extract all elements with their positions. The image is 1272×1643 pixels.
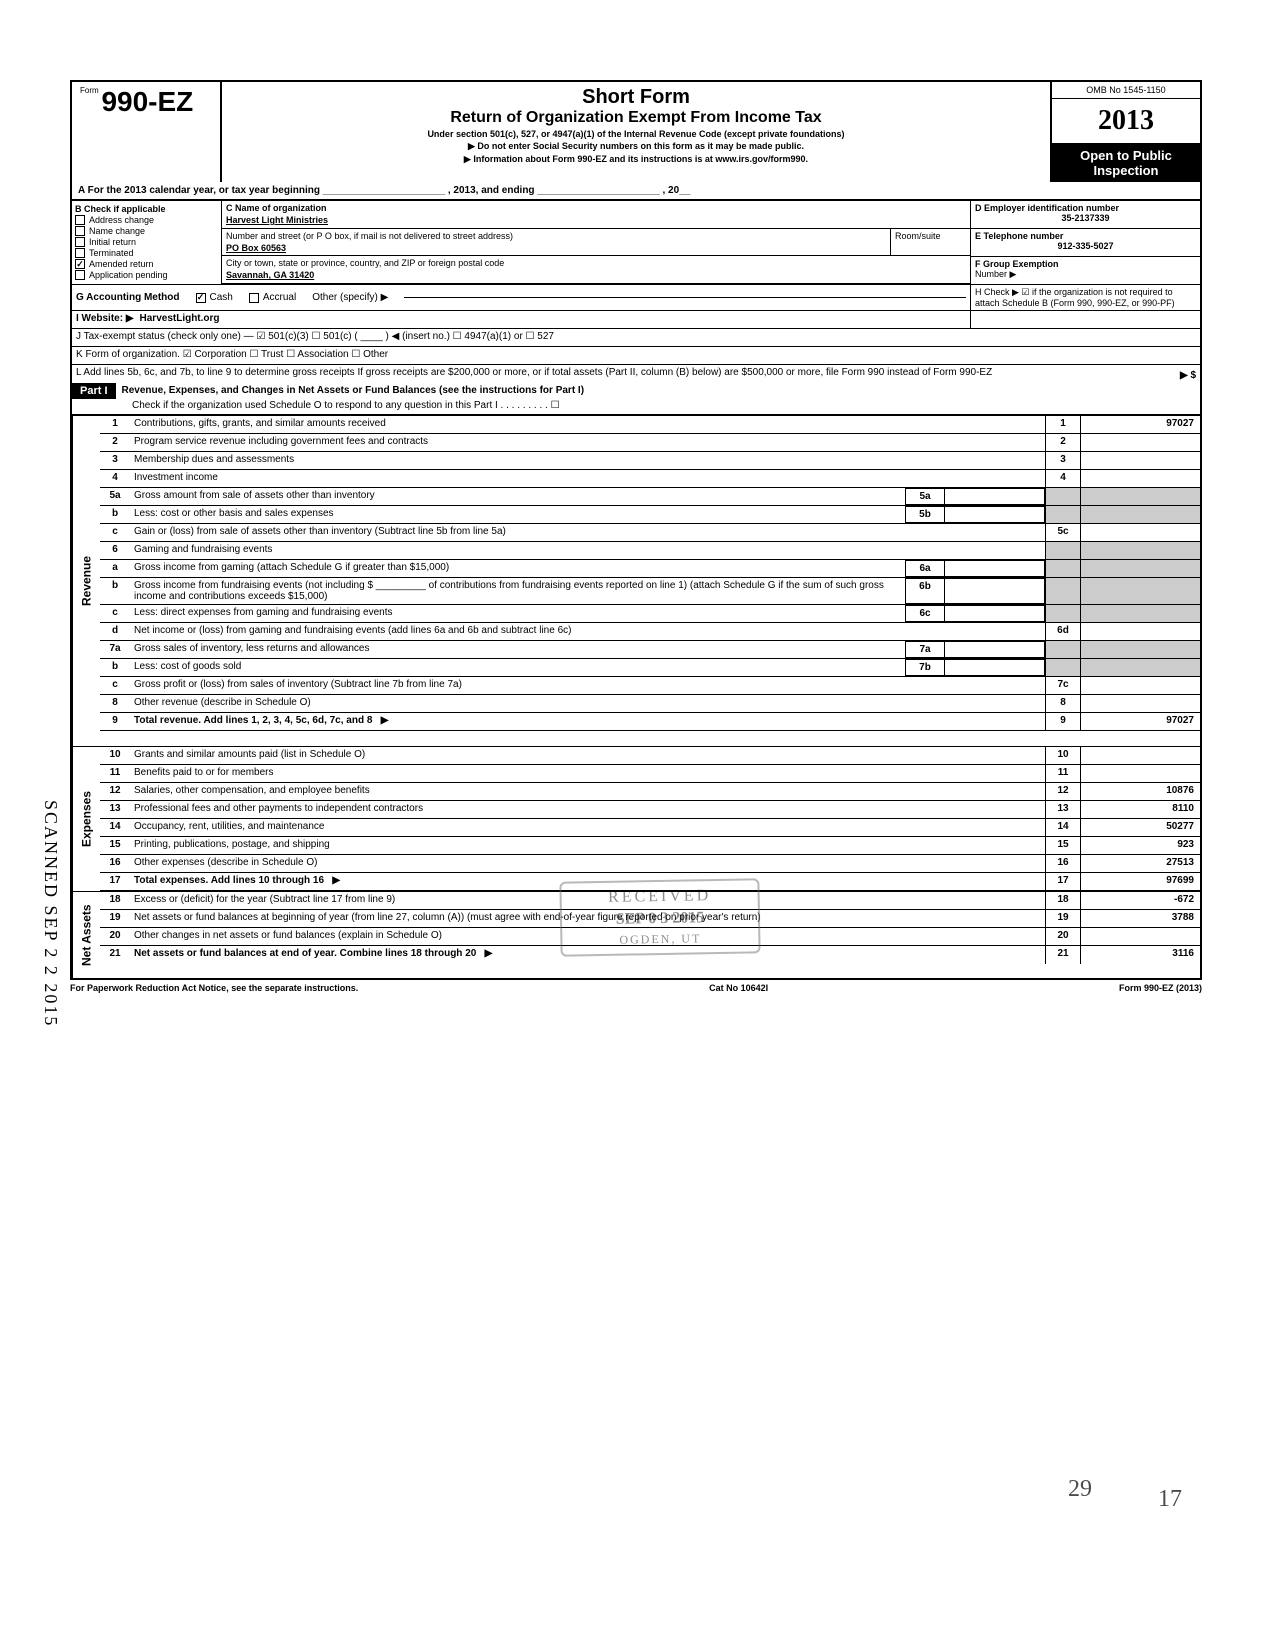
form-number-box: Form 990-EZ — [72, 82, 222, 182]
table-row: 10Grants and similar amounts paid (list … — [100, 747, 1200, 765]
section-def: D Employer identification number 35-2137… — [970, 201, 1200, 284]
table-row: 6Gaming and fundraising events — [100, 542, 1200, 560]
table-row: 14Occupancy, rent, utilities, and mainte… — [100, 819, 1200, 837]
table-row: 5aGross amount from sale of assets other… — [100, 488, 1200, 506]
line-j: J Tax-exempt status (check only one) — ☑… — [72, 329, 1200, 346]
table-row: 2Program service revenue including gover… — [100, 434, 1200, 452]
line-g-label: G Accounting Method — [76, 292, 180, 303]
table-row: 8Other revenue (describe in Schedule O)8 — [100, 695, 1200, 713]
line-h: H Check ▶ ☑ if the organization is not r… — [970, 285, 1200, 310]
website: HarvestLight.org — [140, 313, 220, 326]
form-footer: For Paperwork Reduction Act Notice, see … — [70, 980, 1202, 996]
section-c: C Name of organization Harvest Light Min… — [222, 201, 970, 284]
entity-info-grid: B Check if applicable Address changeName… — [70, 201, 1202, 284]
table-row: 12Salaries, other compensation, and empl… — [100, 783, 1200, 801]
checkbox-amended-return[interactable]: ✓Amended return — [75, 259, 218, 269]
revenue-side-label: Revenue — [72, 416, 100, 746]
checkbox-terminated[interactable]: Terminated — [75, 248, 218, 258]
handwriting-2: 17 — [1158, 1486, 1182, 1513]
table-row: bLess: cost of goods sold7b — [100, 659, 1200, 677]
table-row: 16Other expenses (describe in Schedule O… — [100, 855, 1200, 873]
table-row: cGross profit or (loss) from sales of in… — [100, 677, 1200, 695]
ssn-note: ▶ Do not enter Social Security numbers o… — [226, 141, 1046, 152]
info-note: ▶ Information about Form 990-EZ and its … — [226, 154, 1046, 165]
table-row: aGross income from gaming (attach Schedu… — [100, 560, 1200, 578]
ein: 35-2137339 — [975, 213, 1196, 223]
year-box: OMB No 1545-1150 2013 Open to Public Ins… — [1050, 82, 1200, 182]
line-i-label: I Website: ▶ — [76, 313, 134, 326]
netassets-side-label: Net Assets — [72, 892, 100, 978]
checkbox-address-change[interactable]: Address change — [75, 215, 218, 225]
form-title-box: Short Form Return of Organization Exempt… — [222, 82, 1050, 182]
org-name: Harvest Light Ministries — [226, 215, 966, 225]
form-title: Short Form — [226, 86, 1046, 109]
open-to-public: Open to Public Inspection — [1052, 144, 1200, 182]
handwriting-1: 29 — [1068, 1476, 1092, 1503]
line-l: L Add lines 5b, 6c, and 7b, to line 9 to… — [72, 365, 1100, 383]
table-row: 11Benefits paid to or for members11 — [100, 765, 1200, 783]
room-suite: Room/suite — [890, 229, 970, 255]
table-row: 15Printing, publications, postage, and s… — [100, 837, 1200, 855]
form-subtitle: Return of Organization Exempt From Incom… — [226, 109, 1046, 127]
part-i-header: Part I Revenue, Expenses, and Changes in… — [70, 383, 1202, 416]
table-row: cLess: direct expenses from gaming and f… — [100, 605, 1200, 623]
table-row: 13Professional fees and other payments t… — [100, 801, 1200, 819]
table-row: dNet income or (loss) from gaming and fu… — [100, 623, 1200, 641]
tax-year: 2013 — [1052, 99, 1200, 144]
accrual-checkbox[interactable] — [249, 293, 259, 303]
checkbox-initial-return[interactable]: Initial return — [75, 237, 218, 247]
lines-g-to-l: G Accounting Method ✓Cash Accrual Other … — [70, 284, 1202, 383]
checkbox-application-pending[interactable]: Application pending — [75, 270, 218, 280]
city-state-zip: Savannah, GA 31420 — [226, 270, 966, 280]
table-row: 4Investment income4 — [100, 470, 1200, 488]
table-row: bLess: cost or other basis and sales exp… — [100, 506, 1200, 524]
form-header: Form 990-EZ Short Form Return of Organiz… — [70, 80, 1202, 182]
telephone: 912-335-5027 — [975, 241, 1196, 251]
street-address: PO Box 60563 — [226, 243, 886, 253]
checkbox-name-change[interactable]: Name change — [75, 226, 218, 236]
section-b: B Check if applicable Address changeName… — [72, 201, 222, 284]
section-text: Under section 501(c), 527, or 4947(a)(1)… — [226, 129, 1046, 139]
expenses-side-label: Expenses — [72, 747, 100, 891]
omb-number: OMB No 1545-1150 — [1052, 82, 1200, 99]
table-row: 1Contributions, gifts, grants, and simil… — [100, 416, 1200, 434]
table-row: bGross income from fundraising events (n… — [100, 578, 1200, 605]
table-row: 7aGross sales of inventory, less returns… — [100, 641, 1200, 659]
line-a: A For the 2013 calendar year, or tax yea… — [70, 182, 1202, 201]
line-k: K Form of organization. ☑ Corporation ☐ … — [72, 347, 1200, 364]
table-row: 3Membership dues and assessments3 — [100, 452, 1200, 470]
cash-checkbox[interactable]: ✓ — [196, 293, 206, 303]
scanned-stamp: SCANNED SEP 2 2 2015 — [40, 800, 61, 1027]
received-stamp: RECEIVED SEP 0 3 2015 OGDEN, UT — [559, 878, 760, 956]
table-row: cGain or (loss) from sale of assets othe… — [100, 524, 1200, 542]
table-row: 9Total revenue. Add lines 1, 2, 3, 4, 5c… — [100, 713, 1200, 731]
